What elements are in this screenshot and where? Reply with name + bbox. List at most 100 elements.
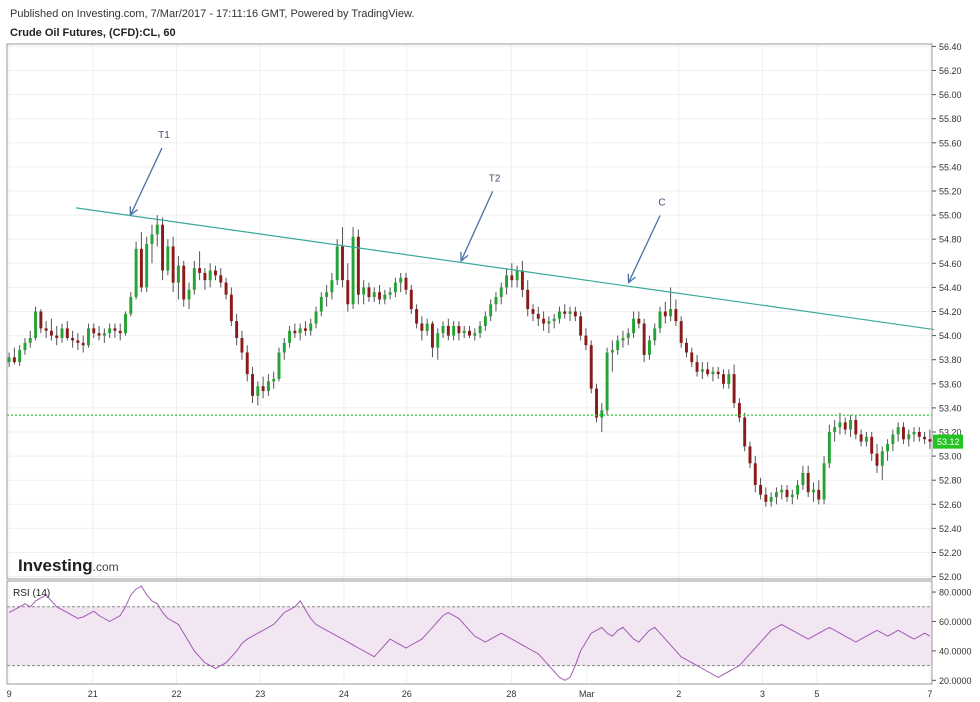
candle-body bbox=[584, 335, 588, 346]
rsi-tick-label: 80.0000 bbox=[939, 588, 972, 598]
candle-body bbox=[727, 374, 731, 384]
candle-body bbox=[896, 427, 900, 435]
candle-body bbox=[605, 352, 609, 411]
candle-body bbox=[256, 386, 260, 396]
rsi-panel-title: RSI (14) bbox=[13, 588, 50, 599]
candle-body bbox=[139, 248, 143, 288]
candle-body bbox=[134, 248, 138, 298]
candle-body bbox=[293, 330, 297, 334]
price-tick-label: 55.40 bbox=[939, 162, 962, 172]
candle-body bbox=[700, 369, 704, 372]
candle-body bbox=[325, 292, 329, 298]
candle-body bbox=[843, 422, 847, 430]
logo-text: Investing.com bbox=[18, 556, 119, 575]
candle-body bbox=[796, 485, 800, 495]
candle-body bbox=[383, 294, 387, 300]
time-tick-label: 23 bbox=[255, 689, 265, 699]
candle-body bbox=[780, 489, 784, 493]
grid bbox=[7, 44, 932, 684]
last-price-tag-bg bbox=[933, 434, 963, 449]
candle-body bbox=[76, 340, 80, 343]
last-price-tag: 53.12 bbox=[933, 434, 963, 449]
price-tick-label: 52.60 bbox=[939, 500, 962, 510]
candle-body bbox=[446, 325, 450, 336]
candle-body bbox=[515, 270, 519, 281]
candle-body bbox=[7, 357, 11, 363]
candle-body bbox=[23, 342, 27, 351]
candle-body bbox=[314, 311, 318, 324]
candle-body bbox=[854, 419, 858, 435]
candle-body bbox=[642, 323, 646, 355]
candle-body bbox=[759, 485, 763, 495]
price-tick-label: 53.60 bbox=[939, 379, 962, 389]
candle-body bbox=[647, 340, 651, 355]
price-tick-label: 54.00 bbox=[939, 331, 962, 341]
rsi-line bbox=[8, 585, 931, 681]
candle-body bbox=[303, 328, 307, 331]
candle-body bbox=[182, 265, 186, 300]
candle-body bbox=[732, 374, 736, 404]
candle-body bbox=[489, 304, 493, 317]
candle-body bbox=[743, 417, 747, 447]
time-tick-label: Mar bbox=[579, 689, 595, 699]
candle-body bbox=[685, 342, 688, 353]
candle-body bbox=[425, 323, 429, 331]
price-tick-label: 56.40 bbox=[939, 42, 962, 52]
candle-body bbox=[822, 463, 826, 500]
candle-body bbox=[817, 489, 821, 500]
last-price-label: 53.12 bbox=[937, 437, 960, 447]
candle-body bbox=[806, 472, 810, 493]
price-tick-label: 52.00 bbox=[939, 572, 962, 582]
candle-body bbox=[923, 436, 927, 440]
candle-body bbox=[706, 369, 710, 375]
logo-suffix: .com bbox=[93, 560, 119, 574]
published-note: Published on Investing.com, 7/Mar/2017 -… bbox=[10, 8, 415, 20]
candle-body bbox=[886, 444, 890, 452]
candle-body bbox=[753, 463, 757, 486]
candle-body bbox=[589, 345, 593, 389]
candle-body bbox=[579, 316, 583, 336]
annotation-arrow bbox=[461, 191, 494, 261]
candle-body bbox=[203, 272, 207, 281]
candle-body bbox=[261, 386, 265, 392]
candle-body bbox=[833, 427, 837, 432]
candle-body bbox=[653, 328, 657, 341]
rsi-overbought-oversold-band bbox=[7, 606, 932, 666]
candle-body bbox=[245, 352, 249, 375]
candle-body bbox=[266, 381, 270, 392]
candle-body bbox=[351, 236, 355, 305]
candle-body bbox=[468, 330, 471, 336]
price-tick-label: 55.00 bbox=[939, 211, 962, 221]
candle-body bbox=[60, 328, 64, 339]
candle-body bbox=[12, 357, 16, 363]
candle-body bbox=[176, 265, 180, 283]
candle-body bbox=[341, 246, 344, 281]
price-tick-label: 53.00 bbox=[939, 452, 962, 462]
candle-body bbox=[695, 362, 699, 372]
candle-body bbox=[737, 403, 741, 418]
logo-brand: Investing bbox=[18, 556, 93, 575]
candle-body bbox=[769, 497, 773, 502]
candle-body bbox=[875, 453, 879, 466]
candle-body bbox=[632, 318, 636, 334]
rsi-panel-frame bbox=[6, 580, 933, 685]
resistance-trendline[interactable] bbox=[75, 207, 935, 331]
candle-body bbox=[748, 446, 752, 464]
candle-body bbox=[679, 321, 683, 343]
annotation-label: T1 bbox=[158, 130, 170, 141]
price-tick-label: 54.40 bbox=[939, 283, 962, 293]
candle-body bbox=[790, 494, 794, 498]
candle-body bbox=[595, 388, 598, 418]
investing-logo: Investing.com bbox=[18, 556, 119, 575]
time-tick-label: 26 bbox=[402, 689, 412, 699]
candle-body bbox=[362, 287, 366, 295]
price-axis: 56.40 56.20 56.00 55.80 55.60 55.40 55.20 55.00… bbox=[932, 42, 962, 582]
candle-body bbox=[621, 338, 625, 341]
time-axis: 9 21 22 23 24 26 28 Mar 2 3 5 7 bbox=[7, 689, 933, 699]
candle-body bbox=[367, 287, 371, 298]
candle-body bbox=[452, 325, 456, 336]
candle-body bbox=[393, 282, 397, 293]
candle-body bbox=[34, 311, 38, 339]
candle-body bbox=[219, 275, 223, 283]
